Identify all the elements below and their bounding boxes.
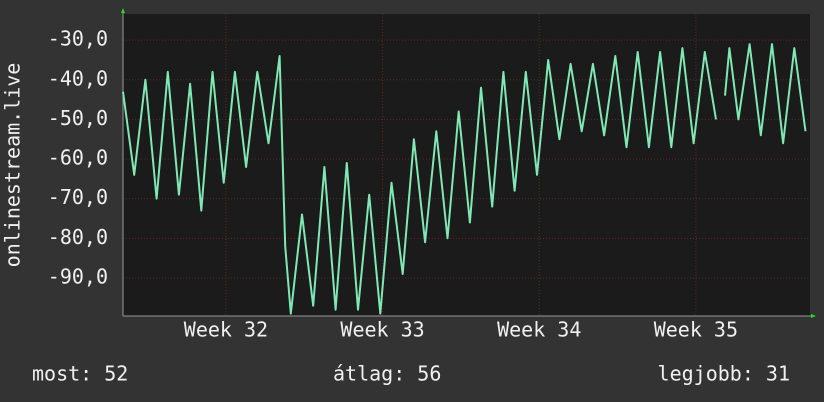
y-tick-label: -40,0 — [48, 66, 108, 90]
y-tick-label: -30,0 — [48, 27, 108, 51]
x-tick-label: Week 33 — [340, 318, 424, 342]
x-tick-label: Week 34 — [497, 318, 581, 342]
y-tick-label: -90,0 — [48, 264, 108, 288]
y-tick-label: -80,0 — [48, 225, 108, 249]
y-arrow — [121, 8, 125, 13]
x-arrow — [811, 314, 816, 318]
footer-current: most: 52 — [32, 362, 128, 386]
y-tick-label: -50,0 — [48, 106, 108, 130]
y-axis-label: onlinestream.live — [1, 63, 25, 268]
y-tick-label: -60,0 — [48, 146, 108, 170]
y-tick-label: -70,0 — [48, 185, 108, 209]
data-line — [122, 43, 807, 315]
x-tick-label: Week 35 — [654, 318, 738, 342]
footer-best: legjobb: 31 — [658, 362, 790, 386]
footer-average: átlag: 56 — [333, 362, 441, 386]
x-tick-label: Week 32 — [184, 318, 268, 342]
